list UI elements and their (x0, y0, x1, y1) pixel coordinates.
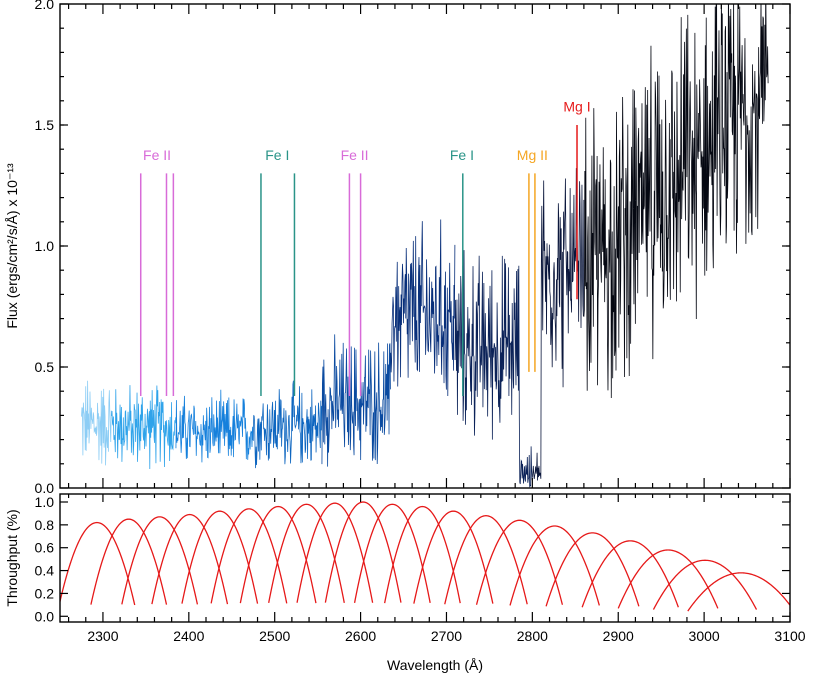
x-tick-label: 2300 (87, 628, 118, 644)
throughput-curve (687, 572, 790, 612)
y-tick-label: 0.4 (35, 563, 55, 579)
y-tick-label: 1.5 (35, 117, 55, 133)
throughput-curve (353, 503, 431, 603)
throughput-curve (581, 540, 679, 608)
throughput-curve (121, 516, 199, 605)
x-tick-label: 2700 (431, 628, 462, 644)
throughput-curve (296, 502, 374, 603)
spectrum-series-group (81, 4, 769, 488)
y-tick-label: 1.0 (35, 494, 55, 510)
flux-axis-label: Flux (ergs/cm²/s/Å) x 10⁻¹³ (4, 163, 20, 329)
throughput-axis-label: Throughput (%) (4, 509, 20, 606)
throughput-curve (652, 559, 758, 610)
y-tick-label: 2.0 (35, 0, 55, 12)
throughput-series-group (60, 501, 790, 612)
throughput-curve (413, 510, 494, 604)
throughput-curve (60, 521, 136, 606)
x-tick-label: 3100 (774, 628, 805, 644)
spectrum-segment (81, 380, 112, 466)
throughput-curve (384, 505, 461, 604)
line-marker-label: Fe II (341, 147, 369, 163)
y-tick-label: 0.5 (35, 359, 55, 375)
spectrum-segment (252, 380, 323, 469)
spectrum-segment (175, 389, 254, 463)
x-tick-label: 3000 (689, 628, 720, 644)
spectrum-segment (454, 250, 533, 488)
y-tick-label: 0.8 (35, 517, 55, 533)
throughput-curve (617, 549, 719, 609)
line-marker-label: Fe I (450, 147, 474, 163)
throughput-curve (509, 525, 600, 606)
y-tick-label: 0.0 (35, 608, 55, 624)
throughput-curve (475, 519, 564, 605)
throughput-curve (268, 503, 345, 603)
line-marker-label: Fe I (265, 147, 289, 163)
y-tick-label: 0.6 (35, 540, 55, 556)
y-tick-label: 0.2 (35, 585, 55, 601)
throughput-curve (324, 501, 402, 603)
throughput-curve (210, 508, 288, 604)
spectrum-segment (390, 219, 456, 397)
x-tick-label: 2900 (603, 628, 634, 644)
line-marker-label: Mg I (563, 99, 590, 115)
spectrum-segment (111, 385, 177, 470)
x-tick-label: 2600 (345, 628, 376, 644)
line-marker-label: Fe II (143, 147, 171, 163)
throughput-panel: 0.0 0.2 0.4 0.6 0.8 1.0 2300 2400 2500 2600 2700 28… (35, 493, 806, 644)
throughput-plot-frame (59, 493, 791, 623)
throughput-curve (545, 532, 640, 607)
throughput-curve (444, 515, 528, 605)
y-tick-label: 1.0 (35, 238, 55, 254)
x-tick-label: 2800 (517, 628, 548, 644)
line-marker-label: Mg II (517, 147, 548, 163)
spectrum-segment (531, 168, 585, 481)
y-tick-label: 0.0 (35, 480, 55, 496)
x-tick-label: 2400 (173, 628, 204, 644)
throughput-curve (90, 518, 168, 605)
flux-panel: Fe II Fe I Fe II Fe I Mg II Mg I 0.0 0.5 1.0 1.5 2… (35, 0, 791, 496)
throughput-curve (181, 510, 259, 604)
throughput-curve (239, 505, 317, 604)
spectrum-segment (321, 334, 391, 467)
throughput-curve (151, 513, 229, 605)
x-tick-label: 2500 (259, 628, 290, 644)
wavelength-axis-label: Wavelength (Å) (387, 657, 483, 673)
spectrum-segment (583, 4, 769, 399)
